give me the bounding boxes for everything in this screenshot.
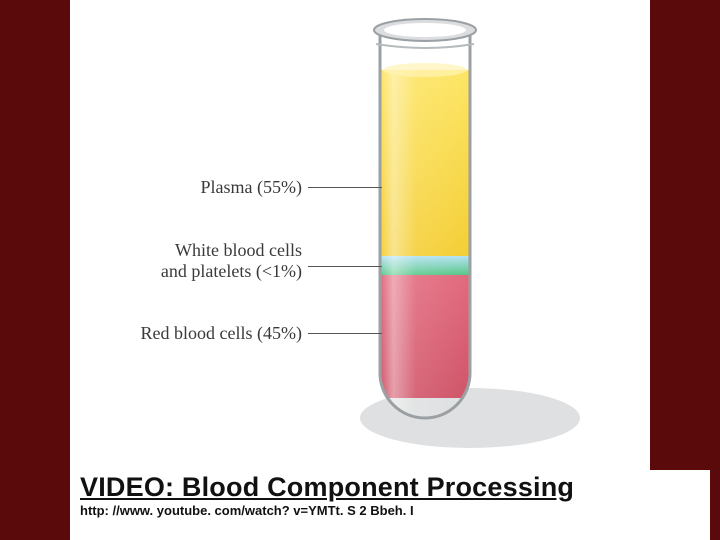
slide-root: Plasma (55%) White blood cellsand platele… xyxy=(0,0,720,540)
component-label-0: Plasma (55%) xyxy=(201,177,302,198)
component-label-1: White blood cellsand platelets (<1%) xyxy=(161,240,302,281)
connector-line-2 xyxy=(308,333,382,334)
caption-area: VIDEO: Blood Component Processing http: … xyxy=(70,470,710,540)
connector-line-1 xyxy=(308,266,382,267)
test-tube xyxy=(374,19,476,418)
connector-line-0 xyxy=(308,187,382,188)
video-url: http: //www. youtube. com/watch? v=YMTt.… xyxy=(80,503,710,518)
component-label-2: Red blood cells (45%) xyxy=(141,323,302,344)
diagram-area: Plasma (55%) White blood cellsand platele… xyxy=(70,0,650,470)
tube-diagram-svg xyxy=(70,0,650,470)
video-link-title[interactable]: VIDEO: Blood Component Processing xyxy=(80,472,710,503)
